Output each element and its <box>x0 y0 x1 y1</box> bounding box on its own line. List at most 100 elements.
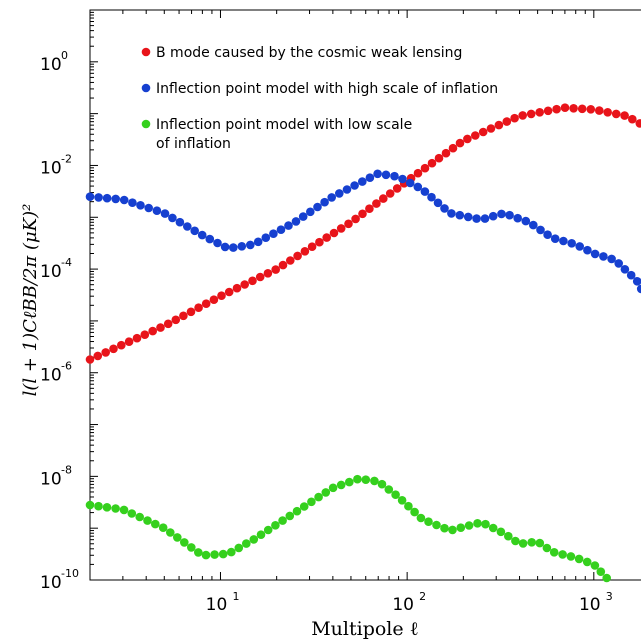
data-point <box>128 198 137 207</box>
y-tick-label: 10 <box>40 366 62 386</box>
data-marks <box>85 103 641 583</box>
series-3 <box>85 474 611 583</box>
data-point <box>373 169 382 179</box>
y-axis-label: l(l + 1)CℓBB/2π (μK)² <box>20 204 41 397</box>
ticks <box>89 9 595 581</box>
data-point <box>488 523 498 533</box>
data-point <box>135 512 144 522</box>
data-point <box>101 348 110 357</box>
y-tick-label-exponent: -2 <box>61 152 72 165</box>
data-point <box>496 527 506 537</box>
data-point <box>455 138 465 148</box>
data-point <box>480 214 490 223</box>
data-point <box>209 295 219 305</box>
data-point <box>166 528 175 537</box>
data-point <box>510 113 519 123</box>
data-point <box>148 326 157 336</box>
data-point <box>163 319 173 329</box>
data-point <box>307 497 316 507</box>
data-point <box>143 516 152 525</box>
data-point <box>335 189 344 198</box>
legend-marker <box>141 83 151 93</box>
data-point <box>278 516 287 525</box>
data-point <box>464 521 474 530</box>
data-point <box>391 490 400 500</box>
data-point <box>441 148 451 158</box>
data-point <box>253 237 263 247</box>
data-point <box>473 519 482 528</box>
data-point <box>358 209 367 219</box>
data-point <box>248 276 257 286</box>
data-point <box>263 525 273 535</box>
data-point <box>521 216 531 226</box>
data-point <box>463 212 473 222</box>
legend-label: Inflection point model with high scale o… <box>156 81 498 97</box>
data-point <box>140 330 150 340</box>
x-tick-label: 10 <box>579 595 601 615</box>
data-point <box>232 283 242 293</box>
data-point <box>377 479 387 489</box>
data-point <box>390 171 399 181</box>
data-point <box>336 480 346 490</box>
data-point <box>550 234 560 243</box>
data-point <box>261 233 271 242</box>
x-tick-label-exponent: 3 <box>606 590 613 603</box>
data-point <box>543 106 553 116</box>
x-axis-label: Multipole ℓ <box>311 618 419 640</box>
series-1 <box>85 103 641 364</box>
data-point <box>285 511 295 521</box>
data-point <box>187 543 196 552</box>
data-point <box>190 226 199 236</box>
data-point <box>327 193 337 202</box>
data-point <box>385 189 395 198</box>
data-point <box>607 254 616 264</box>
data-point <box>320 197 329 207</box>
data-point <box>420 163 430 173</box>
data-point <box>171 315 181 325</box>
data-point <box>472 214 481 223</box>
data-point <box>413 182 423 192</box>
data-point <box>278 260 288 270</box>
data-point <box>558 550 567 559</box>
y-tick-label-exponent: -4 <box>61 256 72 269</box>
data-point <box>342 185 352 194</box>
x-tick-label-exponent: 2 <box>419 590 426 603</box>
data-point <box>586 105 596 114</box>
data-point <box>440 523 449 533</box>
data-point <box>136 201 145 210</box>
data-point <box>504 531 513 541</box>
data-point <box>180 538 189 547</box>
data-point <box>427 192 436 202</box>
data-point <box>471 131 480 140</box>
data-point <box>595 106 604 115</box>
data-point <box>590 561 600 570</box>
data-point <box>144 203 153 213</box>
data-point <box>299 502 309 511</box>
data-point <box>194 548 203 557</box>
data-point <box>293 251 302 261</box>
data-point <box>314 492 323 502</box>
data-point <box>119 505 129 515</box>
data-point <box>344 219 353 229</box>
data-point <box>392 184 402 193</box>
data-point <box>119 195 129 205</box>
data-point <box>85 355 95 364</box>
data-point <box>353 474 362 484</box>
data-point <box>494 120 504 130</box>
data-point <box>372 199 381 208</box>
data-point <box>351 214 360 224</box>
data-point <box>85 500 95 510</box>
data-point <box>336 224 346 233</box>
data-point <box>497 209 506 219</box>
data-point <box>345 477 354 487</box>
data-point <box>271 265 281 274</box>
data-point <box>577 104 587 114</box>
legend-label: Inflection point model with low scale <box>156 117 412 133</box>
data-point <box>626 270 636 280</box>
data-point <box>463 134 472 144</box>
data-point <box>220 242 230 252</box>
data-point <box>628 114 637 124</box>
data-point <box>175 217 185 227</box>
data-point <box>246 240 255 250</box>
